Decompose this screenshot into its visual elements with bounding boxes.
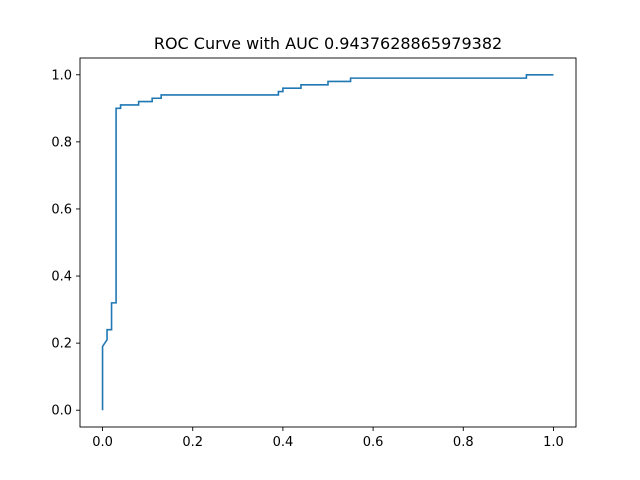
y-tick-label: 0.4: [51, 270, 72, 285]
axes-frame: [79, 57, 577, 428]
x-tick-label: 0.8: [453, 435, 474, 450]
x-tick-label: 0.4: [273, 435, 294, 450]
x-tick-label: 1.0: [543, 435, 564, 450]
plot-area: 0.0 0.2 0.4 0.6 0.8 1.0 0.0 0.2 0.4 0.6 0.8 1.0: [51, 57, 577, 450]
x-tick-label: 0.2: [182, 435, 203, 450]
y-tick-label: 0.6: [51, 202, 72, 217]
y-tick-label: 0.8: [51, 135, 72, 150]
y-tick-label: 1.0: [51, 68, 72, 83]
x-tick-label: 0.0: [92, 435, 113, 450]
roc-curve-line-0: [101, 73, 554, 411]
y-tick-label: 0.2: [51, 337, 72, 352]
chart-title: ROC Curve with AUC 0.9437628865979382: [154, 34, 502, 53]
x-tick-label: 0.6: [363, 435, 384, 450]
y-tick-label: 0.0: [51, 404, 72, 419]
